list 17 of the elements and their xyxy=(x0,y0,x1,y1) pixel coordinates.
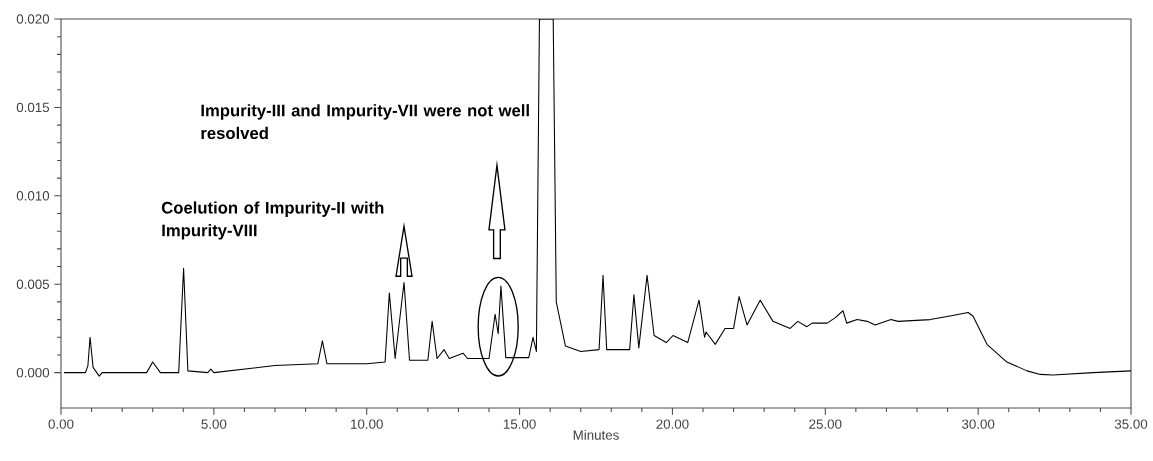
x-tick-label: 25.00 xyxy=(809,419,842,429)
y-tick-label: 0.000 xyxy=(16,367,50,378)
x-tick-label: 35.00 xyxy=(1114,419,1148,429)
y-tick-label: 0.005 xyxy=(16,279,50,289)
annotation: Coelution of Impurity-II with Impurity-VIII xyxy=(161,201,384,240)
y-tick-label: 0.010 xyxy=(16,191,50,201)
x-axis-title: Minutes xyxy=(573,429,619,440)
x-tick-label: 20.00 xyxy=(656,419,689,429)
x-tick-label: 10.00 xyxy=(351,419,383,429)
y-tick-label: 0.020 xyxy=(16,14,50,24)
annotation: Impurity-III and Impurity-VII were not well resolved xyxy=(201,104,529,140)
x-tick-label: 15.00 xyxy=(503,419,536,429)
y-tick-label: 0.015 xyxy=(16,102,50,113)
line-series xyxy=(63,19,1131,377)
x-tick-label: 0.00 xyxy=(48,419,74,429)
x-tick-label: 5.00 xyxy=(201,419,227,429)
x-tick-label: 30.00 xyxy=(961,419,995,429)
